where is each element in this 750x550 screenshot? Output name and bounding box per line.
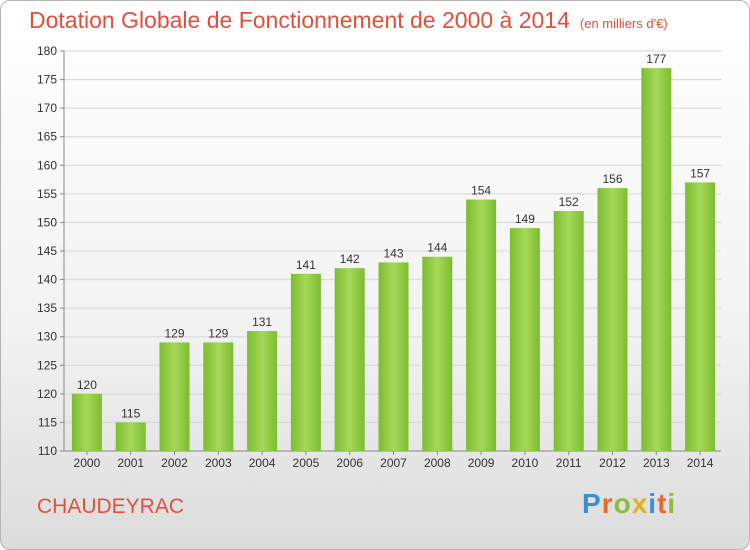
labels: 110 115 120 125 130 135 140 145 150 155 160 165 170 1… xyxy=(37,44,714,470)
y-tick-label: 165 xyxy=(37,130,57,144)
bar xyxy=(71,393,102,451)
bar-value-label: 115 xyxy=(121,406,140,420)
x-tick-label: 2005 xyxy=(293,456,320,470)
bar xyxy=(685,182,716,451)
x-tick-label: 2010 xyxy=(512,456,539,470)
logo-letter: i xyxy=(648,488,658,519)
title-text: Dotation Globale de Fonctionnement de 20… xyxy=(29,7,570,33)
commune-name: CHAUDEYRAC xyxy=(37,495,185,518)
bar xyxy=(290,273,321,451)
bar xyxy=(641,68,672,452)
y-tick-label: 170 xyxy=(37,101,57,115)
x-tick-label: 2004 xyxy=(249,456,276,470)
y-tick-label: 135 xyxy=(37,301,57,315)
logo-letter: r xyxy=(601,488,614,519)
x-tick-label: 2001 xyxy=(117,456,144,470)
bar xyxy=(466,199,497,451)
logo-letter: i xyxy=(667,488,677,519)
bar-value-label: 149 xyxy=(515,212,535,226)
x-tick-label: 2014 xyxy=(687,456,714,470)
bar xyxy=(334,268,365,451)
logo-letter: o xyxy=(613,488,632,519)
bar-value-label: 157 xyxy=(690,166,710,180)
y-tick-label: 110 xyxy=(38,444,57,458)
chart-title: Dotation Globale de Fonctionnement de 20… xyxy=(29,7,668,34)
bar-value-label: 142 xyxy=(340,252,360,266)
y-tick-label: 130 xyxy=(37,330,57,344)
y-tick-label: 155 xyxy=(37,187,57,201)
x-tick-label: 2002 xyxy=(161,456,188,470)
proxiti-logo[interactable]: Proxiti xyxy=(582,488,676,520)
y-tick-label: 115 xyxy=(38,415,57,429)
unit-label: (en milliers d'€) xyxy=(579,16,668,31)
bar xyxy=(247,331,278,451)
bar xyxy=(509,228,540,451)
bar-value-label: 129 xyxy=(164,326,184,340)
bar-value-label: 152 xyxy=(559,195,579,209)
y-tick-label: 140 xyxy=(37,273,57,287)
bar-value-label: 144 xyxy=(427,241,447,255)
bar xyxy=(597,188,628,451)
bar xyxy=(159,342,190,451)
logo-letter: x xyxy=(631,488,649,519)
logo-letter: P xyxy=(582,488,602,519)
x-tick-label: 2000 xyxy=(74,456,101,470)
y-tick-label: 120 xyxy=(37,387,57,401)
bar-value-label: 120 xyxy=(77,378,97,392)
x-tick-label: 2011 xyxy=(556,456,582,470)
bar xyxy=(378,262,409,451)
bar-value-label: 177 xyxy=(646,52,666,66)
bar-value-label: 129 xyxy=(208,326,228,340)
bar-value-label: 143 xyxy=(383,246,403,260)
x-tick-label: 2012 xyxy=(599,456,626,470)
bar xyxy=(203,342,234,451)
x-tick-label: 2007 xyxy=(380,456,407,470)
x-tick-label: 2013 xyxy=(643,456,670,470)
y-tick-label: 160 xyxy=(37,158,57,172)
bar xyxy=(553,211,584,451)
bar-value-label: 154 xyxy=(471,184,491,198)
bar xyxy=(115,422,146,451)
y-tick-label: 150 xyxy=(37,215,57,229)
logo-letter: t xyxy=(657,488,668,519)
bar xyxy=(422,256,453,451)
x-tick-label: 2006 xyxy=(336,456,363,470)
y-tick-label: 180 xyxy=(37,44,57,58)
bars xyxy=(71,68,716,452)
bar-value-label: 156 xyxy=(602,172,622,186)
x-tick-label: 2003 xyxy=(205,456,232,470)
bar-value-label: 141 xyxy=(296,258,316,272)
y-tick-label: 125 xyxy=(37,358,57,372)
y-tick-label: 175 xyxy=(37,73,57,87)
y-tick-label: 145 xyxy=(37,244,57,258)
x-tick-label: 2009 xyxy=(468,456,495,470)
x-tick-label: 2008 xyxy=(424,456,451,470)
bar-value-label: 131 xyxy=(252,315,272,329)
